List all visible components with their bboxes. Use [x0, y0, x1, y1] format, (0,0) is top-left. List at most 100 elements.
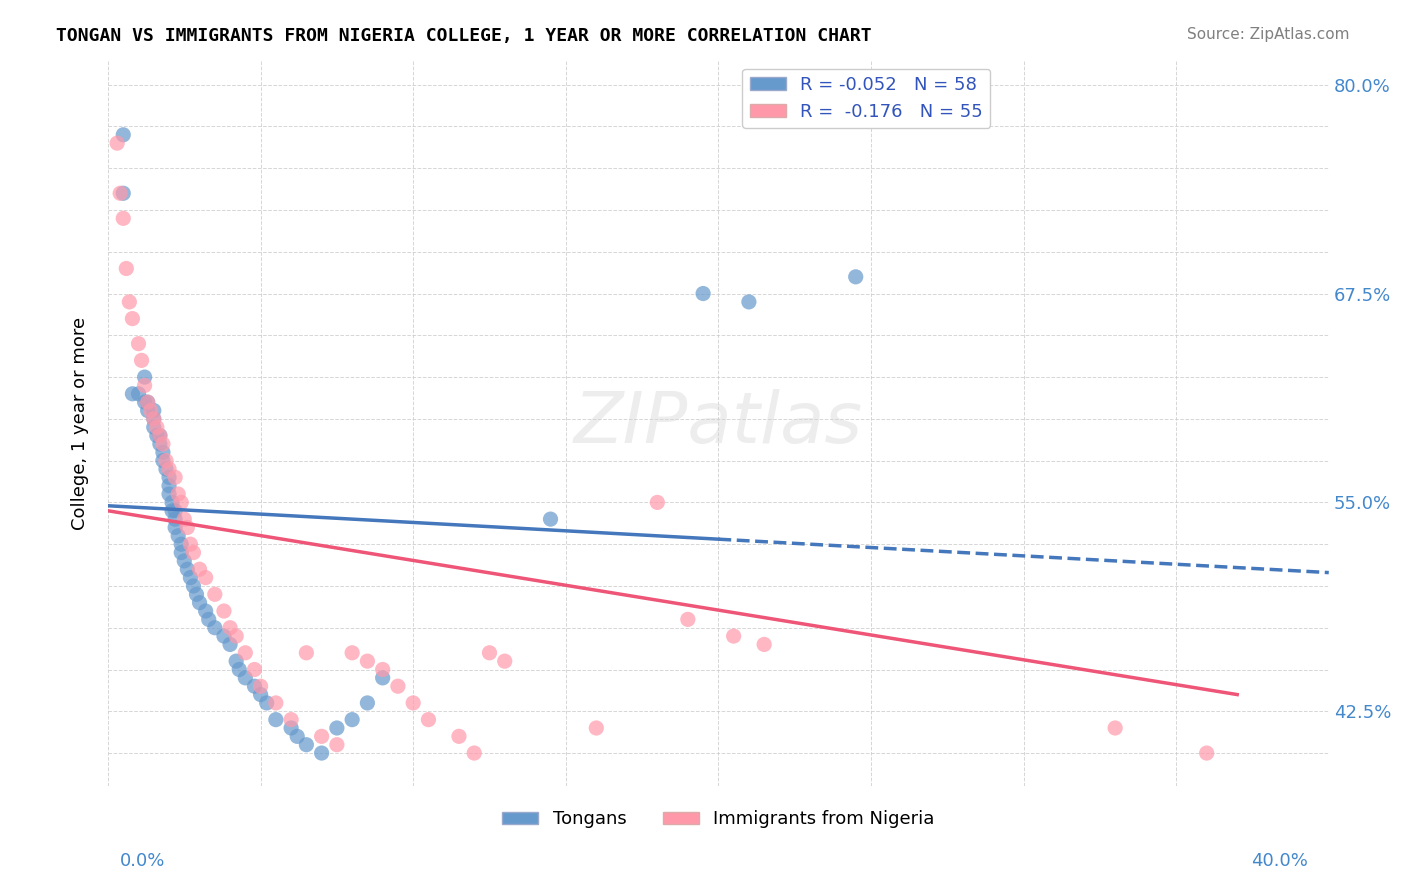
Point [478, 646, 501, 660]
Point [311, 730, 333, 744]
Point [149, 437, 172, 451]
Point [160, 504, 183, 518]
Point [136, 395, 159, 409]
Point [157, 470, 180, 484]
Point [186, 587, 208, 601]
Point [128, 386, 150, 401]
Y-axis label: College, 1 year or more: College, 1 year or more [72, 317, 89, 530]
Point [176, 520, 198, 534]
Point [112, 186, 135, 201]
Point [356, 654, 378, 668]
Point [165, 520, 187, 534]
Point [225, 654, 247, 668]
Point [280, 721, 302, 735]
Point [136, 403, 159, 417]
Point [243, 679, 266, 693]
Point [326, 721, 349, 735]
Point [243, 663, 266, 677]
Point [295, 646, 318, 660]
Point [371, 671, 394, 685]
Point [228, 663, 250, 677]
Point [176, 562, 198, 576]
Point [179, 571, 201, 585]
Point [585, 721, 607, 735]
Point [134, 378, 156, 392]
Point [165, 504, 187, 518]
Point [197, 612, 219, 626]
Point [115, 261, 138, 276]
Point [264, 713, 287, 727]
Point [264, 696, 287, 710]
Point [463, 746, 485, 760]
Point [752, 637, 775, 651]
Point [340, 713, 363, 727]
Point [105, 136, 128, 150]
Point [112, 211, 135, 226]
Point [676, 612, 699, 626]
Point [280, 713, 302, 727]
Point [219, 637, 242, 651]
Point [285, 730, 308, 744]
Point [295, 738, 318, 752]
Point [139, 403, 162, 417]
Point [188, 596, 211, 610]
Point [170, 537, 193, 551]
Point [249, 688, 271, 702]
Point [233, 671, 256, 685]
Point [157, 462, 180, 476]
Point [149, 428, 172, 442]
Point [356, 696, 378, 710]
Point [311, 746, 333, 760]
Point [170, 545, 193, 559]
Point [447, 730, 470, 744]
Point [108, 186, 131, 201]
Point [212, 604, 235, 618]
Point [152, 453, 174, 467]
Point [188, 562, 211, 576]
Point [212, 629, 235, 643]
Point [1104, 721, 1126, 735]
Point [194, 604, 217, 618]
Point [179, 537, 201, 551]
Point [160, 495, 183, 509]
Point [1195, 746, 1218, 760]
Point [647, 495, 669, 509]
Point [738, 294, 761, 309]
Point [146, 428, 169, 442]
Point [146, 420, 169, 434]
Point [183, 545, 205, 559]
Point [157, 487, 180, 501]
Point [149, 428, 172, 442]
Point [142, 412, 165, 426]
Point [418, 713, 440, 727]
Point [152, 445, 174, 459]
Point [121, 386, 143, 401]
Point [204, 587, 226, 601]
Point [131, 353, 153, 368]
Point [157, 479, 180, 493]
Point [233, 646, 256, 660]
Point [167, 529, 190, 543]
Point [121, 311, 143, 326]
Point [256, 696, 278, 710]
Point [173, 512, 195, 526]
Point [371, 663, 394, 677]
Point [723, 629, 745, 643]
Point [142, 403, 165, 417]
Text: TONGAN VS IMMIGRANTS FROM NIGERIA COLLEGE, 1 YEAR OR MORE CORRELATION CHART: TONGAN VS IMMIGRANTS FROM NIGERIA COLLEG… [56, 27, 872, 45]
Legend: Tongans, Immigrants from Nigeria: Tongans, Immigrants from Nigeria [495, 803, 942, 836]
Point [340, 646, 363, 660]
Point [219, 621, 242, 635]
Point [494, 654, 516, 668]
Point [136, 395, 159, 409]
Point [183, 579, 205, 593]
Text: Source: ZipAtlas.com: Source: ZipAtlas.com [1187, 27, 1350, 42]
Point [249, 679, 271, 693]
Point [387, 679, 409, 693]
Point [204, 621, 226, 635]
Point [134, 395, 156, 409]
Point [170, 495, 193, 509]
Point [152, 437, 174, 451]
Text: 40.0%: 40.0% [1251, 852, 1308, 870]
Point [112, 128, 135, 142]
